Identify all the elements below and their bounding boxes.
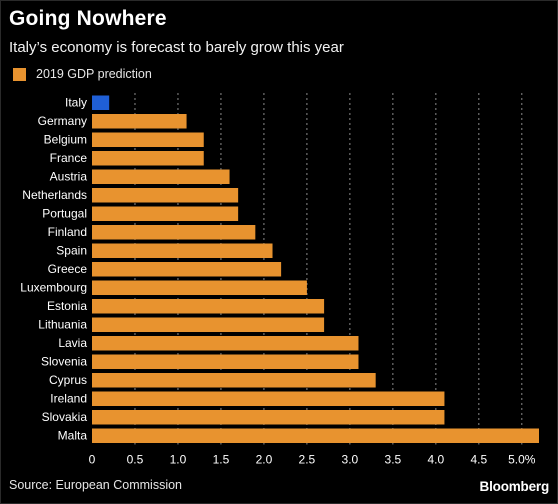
legend: 2019 GDP prediction [13, 67, 152, 81]
x-tick-label: 0.5 [127, 453, 144, 467]
category-label: Italy [65, 96, 87, 110]
x-tick-label: 3.0 [342, 453, 359, 467]
bar-luxembourg [92, 280, 307, 295]
category-label: Netherlands [22, 188, 87, 202]
bar-finland [92, 225, 256, 240]
category-label: Lithuania [38, 318, 87, 332]
chart-title: Going Nowhere [9, 7, 167, 30]
bar-netherlands [92, 188, 239, 203]
x-tick-label: 4.5 [470, 453, 487, 467]
category-label: Ireland [50, 392, 87, 406]
bar-france [92, 151, 204, 166]
category-label: Luxembourg [20, 281, 87, 295]
bar-lavia [92, 336, 359, 351]
chart-subtitle: Italy’s economy is forecast to barely gr… [9, 39, 344, 56]
x-tick-label: 2.0 [256, 453, 273, 467]
bar-greece [92, 262, 282, 277]
x-tick-label: 5.0% [508, 453, 536, 467]
bar-malta [92, 428, 539, 443]
bar-italy [92, 95, 110, 110]
bar-belgium [92, 132, 204, 147]
x-tick-label: 4.0 [428, 453, 445, 467]
category-label: Greece [48, 262, 88, 276]
category-label: Portugal [42, 207, 87, 221]
bar-ireland [92, 391, 445, 406]
bar-spain [92, 243, 273, 258]
legend-swatch [13, 67, 26, 81]
category-label: Spain [56, 244, 87, 258]
category-label: Germany [38, 114, 87, 128]
category-label: Belgium [44, 133, 87, 147]
category-label: France [50, 151, 88, 165]
category-label: Austria [50, 170, 88, 184]
bar-lithuania [92, 317, 325, 332]
category-label: Slovakia [42, 410, 88, 424]
bar-slovakia [92, 410, 445, 425]
x-tick-label: 0 [89, 453, 96, 467]
bar-chart: Italy Germany Belgium France Austria Netherla… [20, 93, 539, 467]
legend-label: 2019 GDP prediction [36, 67, 152, 81]
category-label: Finland [48, 225, 87, 239]
category-label: Estonia [47, 299, 87, 313]
bloomberg-logo: Bloomberg [479, 479, 550, 494]
bar-estonia [92, 299, 325, 314]
bar-slovenia [92, 354, 359, 369]
category-label: Lavia [58, 336, 87, 350]
bar-germany [92, 114, 187, 129]
category-label: Slovenia [41, 355, 87, 369]
source-note: Source: European Commission [9, 478, 182, 492]
bar-portugal [92, 206, 239, 221]
category-label: Malta [58, 429, 88, 443]
category-label: Cyprus [49, 373, 87, 387]
x-tick-label: 1.0 [170, 453, 187, 467]
x-tick-label: 1.5 [213, 453, 230, 467]
x-tick-label: 3.5 [385, 453, 402, 467]
bar-austria [92, 169, 230, 184]
bar-cyprus [92, 373, 376, 388]
x-tick-label: 2.5 [299, 453, 316, 467]
